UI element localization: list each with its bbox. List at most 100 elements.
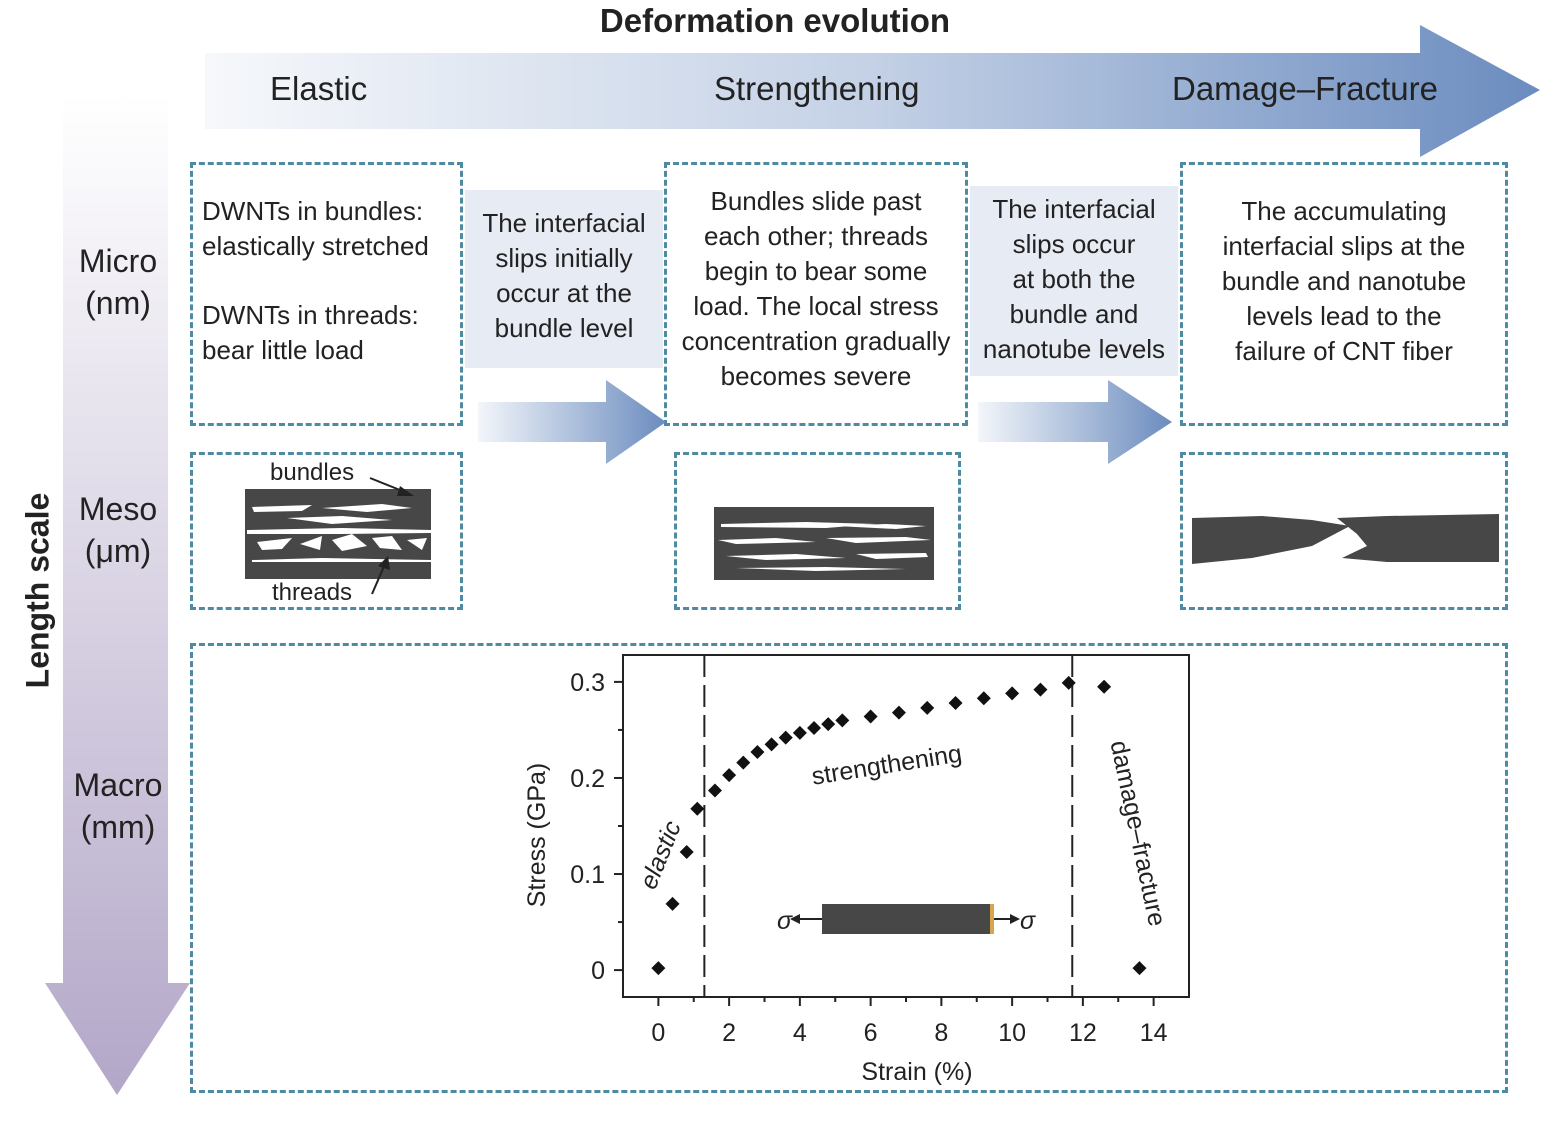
transition-arrow-2	[978, 380, 1172, 464]
transition-1-line1: The interfacial	[482, 208, 646, 238]
strengthening-line4: load. The local stress	[693, 291, 939, 321]
meso-elastic-illustration: bundles threads	[245, 459, 431, 606]
threads-label: threads	[272, 579, 352, 606]
data-point	[948, 696, 963, 711]
transition-text-1: The interfacial slips initially occur at…	[465, 190, 663, 368]
data-point	[792, 725, 807, 740]
x-tick-label: 2	[722, 1019, 736, 1047]
x-axis-label: Strain (%)	[861, 1058, 972, 1086]
micro-fracture-text: The accumulating interfacial slips at th…	[1182, 194, 1506, 369]
data-point	[750, 745, 765, 760]
strengthening-line6: becomes severe	[720, 361, 912, 391]
data-point	[920, 700, 935, 715]
sigma-left: σ	[777, 907, 793, 935]
meso-elastic-box	[190, 452, 463, 610]
data-point	[651, 961, 666, 976]
macro-box	[190, 643, 1508, 1093]
x-tick-label: 12	[1069, 1019, 1097, 1047]
x-tick-label: 4	[793, 1019, 807, 1047]
fracture-line1: The accumulating	[1241, 196, 1447, 226]
stage-elastic: Elastic	[270, 70, 368, 107]
scale-meso-name: Meso	[78, 491, 158, 527]
data-point	[976, 691, 991, 706]
data-point	[707, 783, 722, 798]
transition-1-line2: slips initially	[495, 243, 633, 273]
data-point	[722, 768, 737, 783]
y-tick-label: 0.1	[570, 861, 605, 889]
transition-1-line4: bundle level	[494, 313, 634, 343]
transition-text-2: The interfacial slips occur at both the …	[970, 186, 1178, 376]
x-tick-label: 6	[864, 1019, 878, 1047]
transition-2-line3: at both the	[1012, 264, 1136, 294]
data-point	[778, 730, 793, 745]
data-point	[1132, 961, 1147, 976]
meso-fracture-box	[1180, 452, 1508, 610]
length-scale-arrow	[45, 95, 190, 1095]
x-tick-label: 14	[1140, 1019, 1168, 1047]
stress-strain-chart: 0 2 4 6 8 10 12 14 0 0.1 0.2 0.3 Stress (GPa) Strai…	[523, 654, 1190, 1086]
y-tick-label: 0.2	[570, 765, 605, 793]
elastic-threads-line1: DWNTs in threads:	[202, 300, 419, 330]
data-point	[1061, 675, 1076, 690]
meso-strengthening-illustration	[714, 507, 934, 580]
transition-2-line1: The interfacial	[992, 194, 1156, 224]
length-scale-label: Length scale	[19, 492, 56, 689]
transition-arrow-1	[478, 380, 666, 464]
stage-damage-fracture: Damage–Fracture	[1172, 70, 1438, 107]
data-point	[863, 709, 878, 724]
strengthening-line1: Bundles slide past	[710, 186, 922, 216]
scale-macro-name: Macro	[73, 767, 163, 803]
scale-micro-unit: (nm)	[85, 285, 151, 321]
deformation-arrow	[205, 25, 1540, 157]
scale-macro: Macro (mm)	[58, 764, 178, 848]
data-point	[736, 755, 751, 770]
fracture-line5: failure of CNT fiber	[1235, 336, 1453, 366]
scale-micro: Micro (nm)	[58, 240, 178, 324]
scale-micro-name: Micro	[78, 243, 158, 279]
x-tick-label: 8	[934, 1019, 948, 1047]
data-point	[1005, 686, 1020, 701]
fracture-line3: bundle and nanotube	[1221, 266, 1467, 296]
meso-fracture-illustration	[1192, 514, 1499, 564]
data-point	[835, 713, 850, 728]
micro-elastic-box	[190, 162, 463, 426]
region-elastic-label: elastic	[634, 816, 687, 893]
diagram-title: Deformation evolution	[599, 2, 951, 39]
plot-frame	[622, 654, 1190, 998]
transition-2-line2: slips occur	[1012, 229, 1136, 259]
data-point	[1097, 679, 1112, 694]
elastic-bundles-line1: DWNTs in bundles:	[202, 196, 424, 226]
data-point	[764, 737, 779, 752]
x-tick-label: 10	[998, 1019, 1026, 1047]
data-point	[1033, 682, 1048, 697]
data-point	[690, 801, 705, 816]
data-point	[821, 717, 836, 732]
strengthening-line3: begin to bear some	[704, 256, 928, 286]
region-strengthening-label: strengthening	[810, 739, 964, 790]
sigma-right: σ	[1020, 907, 1036, 935]
y-tick-label: 0.3	[570, 669, 605, 697]
data-point	[679, 844, 694, 859]
elastic-threads-line2: bear little load	[202, 335, 364, 365]
region-damage-label: damage–fracture	[1104, 738, 1171, 929]
data-point	[891, 705, 906, 720]
bundles-label: bundles	[270, 459, 354, 486]
data-point	[665, 896, 680, 911]
transition-1-line3: occur at the	[496, 278, 632, 308]
micro-fracture-box	[1180, 162, 1508, 426]
fracture-line4: levels lead to the	[1246, 301, 1442, 331]
x-tick-label: 0	[651, 1019, 665, 1047]
strengthening-line2: each other; threads	[703, 221, 929, 251]
elastic-bundles-line2: elastically stretched	[202, 231, 429, 261]
micro-strengthening-text: Bundles slide past each other; threads b…	[666, 184, 966, 394]
strengthening-line5: concentration gradually	[681, 326, 951, 356]
micro-strengthening-box	[664, 162, 968, 426]
y-tick-label: 0	[591, 957, 605, 985]
fracture-line2: interfacial slips at the	[1222, 231, 1466, 261]
meso-strengthening-box	[674, 452, 961, 610]
transition-2-line5: nanotube levels	[982, 334, 1166, 364]
y-axis-label: Stress (GPa)	[523, 763, 551, 907]
scale-macro-unit: (mm)	[80, 809, 156, 845]
scale-meso-unit: (μm)	[84, 533, 152, 569]
micro-elastic-text: DWNTs in bundles: elastically stretched …	[202, 194, 462, 368]
